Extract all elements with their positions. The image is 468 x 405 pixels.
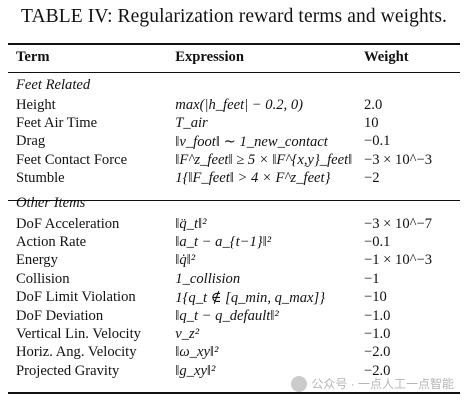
term-cell: DoF Limit Violation	[16, 289, 136, 306]
table-row: DoF Deviation ‖q_t − q_default‖² −1.0	[8, 307, 460, 325]
term-cell: Feet Contact Force	[16, 151, 128, 168]
expression-cell: 1_collision	[175, 270, 241, 287]
weight-cell: −1 × 10^−3	[364, 252, 433, 269]
table-row: Stumble 1{‖F_feet‖ > 4 × F^z_feet} −2	[8, 170, 460, 188]
term-cell	[8, 380, 175, 398]
expression-cell: ‖v_foot‖ ∼ 1_new_contact	[175, 133, 328, 150]
expression-cell: ‖a_t − a_{t−1}‖²	[175, 234, 272, 251]
weight-cell: −10	[364, 289, 387, 306]
weight-cell: −1.0	[364, 307, 391, 324]
table-row: Feet Air Time T_air 10	[8, 114, 460, 132]
term-cell: Projected Gravity	[16, 362, 120, 379]
expression-cell: ‖q̈_t‖²	[175, 215, 207, 232]
watermark: 公众号 · 一点人工一点智能	[291, 375, 454, 392]
term-cell: DoF Deviation	[16, 307, 104, 324]
expression-cell: 1{‖F_feet‖ > 4 × F^z_feet}	[175, 170, 331, 187]
expression-cell: ‖q_t − q_default‖²	[175, 307, 279, 324]
top-rule	[8, 43, 460, 45]
table-row: Drag ‖v_foot‖ ∼ 1_new_contact −0.1	[8, 133, 460, 151]
header-expression: Expression	[175, 48, 244, 65]
watermark-text: 公众号 · 一点人工一点智能	[311, 377, 454, 391]
expression-cell: 1{q_t ∉ [q_min, q_max]}	[175, 289, 326, 306]
section-title: Feet Related	[16, 76, 91, 93]
term-cell: Collision	[16, 270, 70, 287]
term-cell: Energy	[16, 252, 58, 269]
weight-cell: −2	[364, 170, 380, 187]
section-rule	[8, 200, 460, 201]
section-title-row: Other Items	[8, 193, 460, 215]
weight-cell: −1	[364, 270, 380, 287]
table-row: Feet Contact Force ‖F^z_feet‖ ≥ 5 × ‖F^{…	[8, 151, 460, 169]
header-rule	[8, 72, 460, 73]
table-row: Energy ‖q̇‖² −1 × 10^−3	[8, 252, 460, 270]
weight-cell: −0.1	[364, 133, 391, 150]
table-row: Vertical Lin. Velocity v_z² −1.0	[8, 325, 460, 343]
table-caption: TABLE IV: Regularization reward terms an…	[21, 6, 447, 27]
weight-cell: −2.0	[364, 362, 391, 379]
wechat-logo-icon	[291, 375, 308, 392]
weight-cell: −3 × 10^−7	[364, 215, 433, 232]
expression-cell: T_air	[175, 115, 208, 132]
weight-cell: 2.0	[364, 96, 383, 113]
weight-cell: 10	[364, 115, 379, 132]
weight-cell: −1.0	[364, 325, 391, 342]
table-row: DoF Limit Violation 1{q_t ∉ [q_min, q_ma…	[8, 289, 460, 307]
table-row: Action Rate ‖a_t − a_{t−1}‖² −0.1	[8, 233, 460, 251]
expression-cell: ‖g_xy‖²	[175, 362, 216, 379]
weight-cell: −0.1	[364, 234, 391, 251]
expression-cell: ‖F^z_feet‖ ≥ 5 × ‖F^{x,y}_feet‖	[175, 151, 353, 168]
term-cell: Horiz. Ang. Velocity	[16, 344, 137, 361]
term-cell: Action Rate	[16, 234, 87, 251]
expression-cell: ‖ω_xy‖²	[175, 344, 219, 361]
bottom-rule	[8, 392, 460, 394]
expression-cell: max(|h_feet| − 0.2, 0)	[175, 96, 303, 113]
table-row: Height max(|h_feet| − 0.2, 0) 2.0	[8, 96, 460, 114]
term-cell: Height	[16, 96, 56, 113]
header-weight: Weight	[364, 48, 409, 65]
term-cell: Feet Air Time	[16, 115, 98, 132]
table-row: Projected Gravity ‖g_xy‖² −2.0	[8, 362, 460, 380]
term-cell: Stumble	[16, 170, 65, 187]
reward-table: Term Expression Weight Feet Related Heig…	[8, 46, 460, 399]
table-row: Horiz. Ang. Velocity ‖ω_xy‖² −2.0	[8, 344, 460, 362]
term-cell: Drag	[16, 133, 46, 150]
weight-cell: −3 × 10^−3	[364, 151, 433, 168]
section-title-row: Feet Related	[8, 74, 460, 96]
weight-cell: −2.0	[364, 344, 391, 361]
table-row: DoF Acceleration ‖q̈_t‖² −3 × 10^−7	[8, 215, 460, 233]
term-cell: DoF Acceleration	[16, 215, 120, 232]
expression-cell: ‖q̇‖²	[175, 252, 196, 269]
header-row: Term Expression Weight	[8, 46, 460, 68]
section-title: Other Items	[16, 195, 86, 212]
term-cell: Vertical Lin. Velocity	[16, 325, 141, 342]
header-term: Term	[16, 48, 50, 65]
expression-cell: v_z²	[175, 325, 200, 342]
table-row: Collision 1_collision −1	[8, 270, 460, 288]
